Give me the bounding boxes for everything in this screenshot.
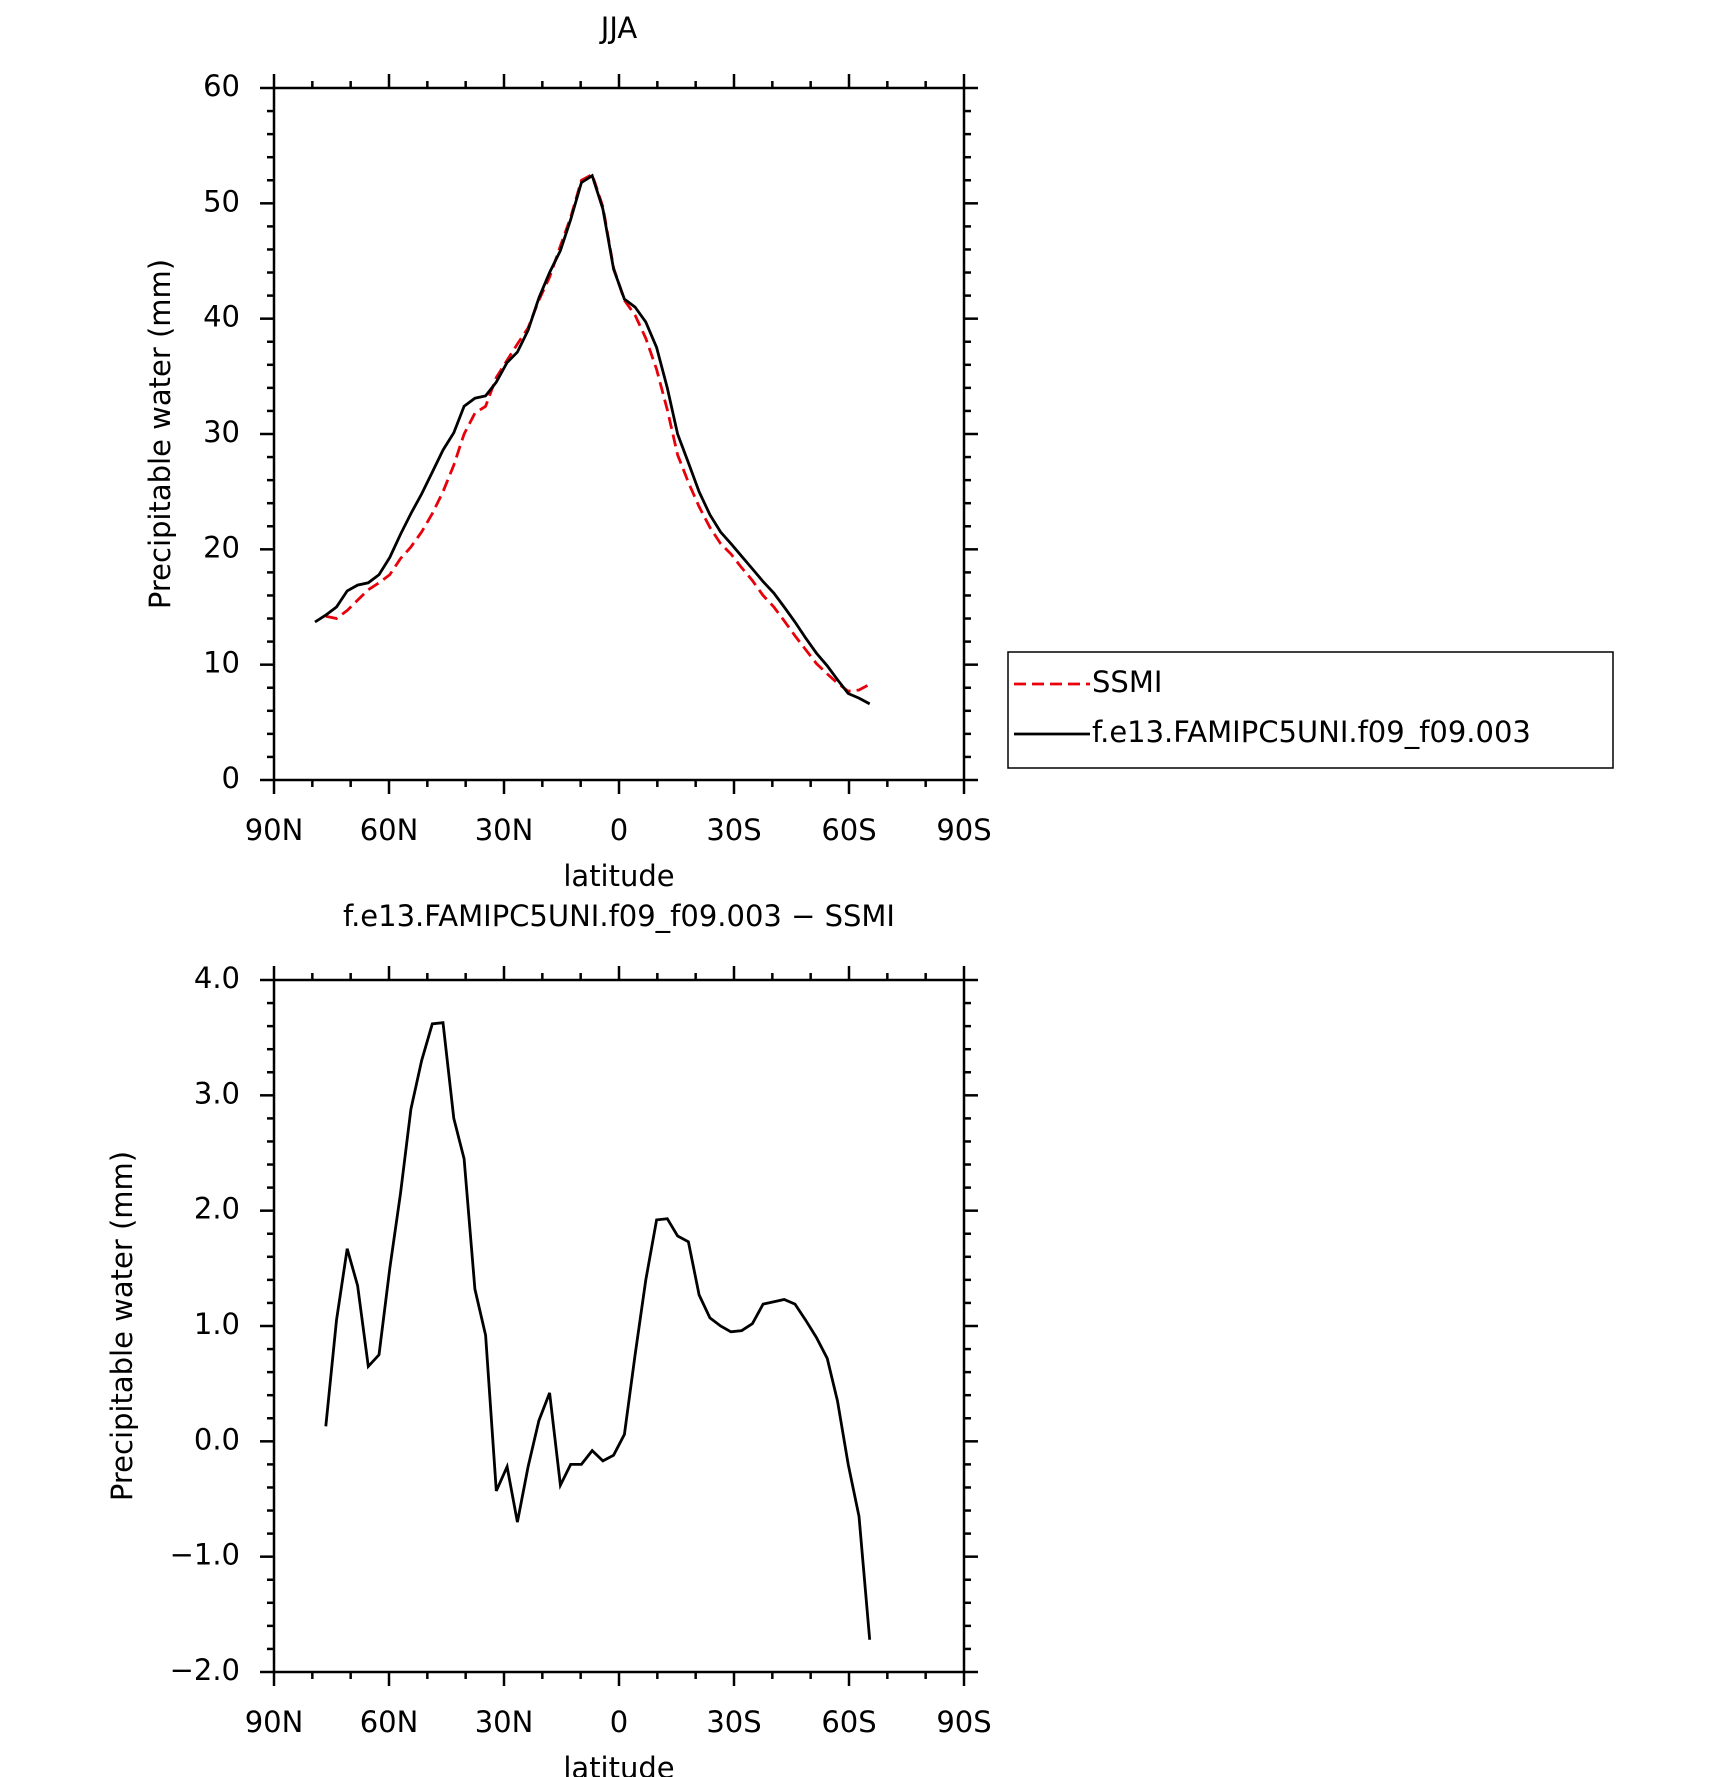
y-axis-label: Precipitable water (mm) (105, 1151, 139, 1501)
y-tick-label: 2.0 (194, 1192, 240, 1226)
legend-label: f.e13.FAMIPC5UNI.f09_f09.003 (1092, 715, 1531, 749)
y-tick-label: 10 (203, 646, 240, 680)
x-tick-label: 30N (475, 813, 534, 847)
plot-frame (272, 978, 966, 1674)
plot-frame (272, 86, 966, 782)
legend-label: SSMI (1092, 665, 1162, 699)
x-tick-label: 90N (245, 813, 304, 847)
data-line (314, 173, 871, 706)
x-tick-label: 60S (821, 813, 876, 847)
y-tick-label: 3.0 (194, 1076, 240, 1110)
y-tick-label: 20 (203, 530, 240, 564)
x-tick-label: 30N (475, 1705, 534, 1739)
y-tick-label: 0.0 (194, 1422, 240, 1456)
y-tick-label: 1.0 (194, 1307, 240, 1341)
x-tick-label: 90S (936, 813, 991, 847)
x-tick-label: 30S (706, 813, 761, 847)
x-tick-label: 60N (360, 1705, 419, 1739)
y-tick-label: 40 (203, 300, 240, 334)
y-tick-label: −1.0 (170, 1538, 240, 1572)
x-tick-label: 0 (610, 813, 628, 847)
x-tick-label: 0 (610, 1705, 628, 1739)
y-tick-label: 4.0 (194, 961, 240, 995)
legend-box (1007, 651, 1614, 769)
y-tick-label: −2.0 (170, 1653, 240, 1687)
y-axis-label: Precipitable water (mm) (143, 259, 177, 609)
chart-title: f.e13.FAMIPC5UNI.f09_f09.003 − SSMI (343, 899, 895, 933)
x-tick-label: 90S (936, 1705, 991, 1739)
x-tick-label: 90N (245, 1705, 304, 1739)
x-tick-label: 30S (706, 1705, 761, 1739)
x-tick-label: 60N (360, 813, 419, 847)
y-tick-label: 0 (222, 761, 240, 795)
x-axis-label: latitude (563, 859, 674, 893)
y-tick-label: 60 (203, 69, 240, 103)
x-tick-label: 60S (821, 1705, 876, 1739)
y-tick-label: 30 (203, 415, 240, 449)
chart-title: JJA (599, 11, 638, 45)
data-line (324, 1021, 872, 1640)
x-axis-label: latitude (563, 1751, 674, 1777)
y-tick-label: 50 (203, 184, 240, 218)
